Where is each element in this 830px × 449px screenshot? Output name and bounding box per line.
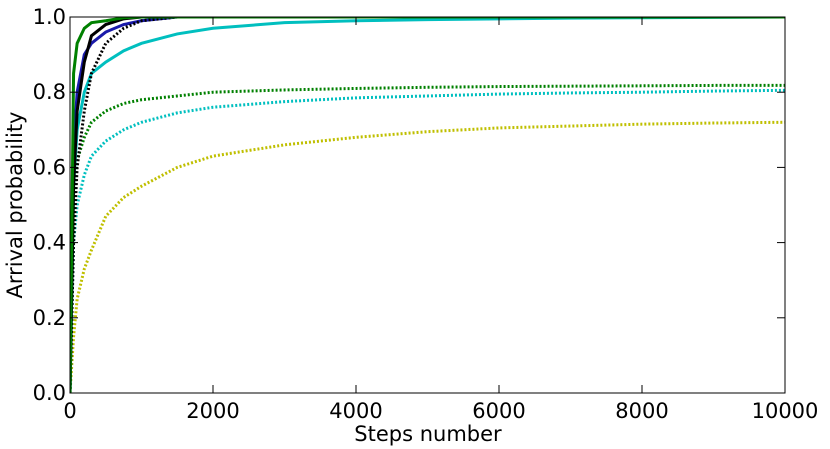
y-tick-label: 0.6 bbox=[33, 155, 66, 179]
series-line bbox=[70, 88, 785, 393]
x-axis-label: Steps number bbox=[354, 422, 502, 446]
series-line bbox=[70, 17, 785, 393]
y-tick-label: 0.8 bbox=[33, 80, 66, 104]
x-tick-label: 0 bbox=[63, 399, 76, 423]
x-tick-label: 6000 bbox=[472, 399, 525, 423]
series-line bbox=[70, 120, 785, 393]
y-tick-label: 0.4 bbox=[33, 231, 66, 255]
plot-frame bbox=[69, 16, 786, 394]
plot-lines bbox=[70, 17, 785, 393]
y-tick-label: 1.0 bbox=[33, 5, 66, 29]
x-tick-label: 10000 bbox=[752, 399, 819, 423]
y-axis-label: Arrival probability bbox=[3, 112, 27, 299]
series-line bbox=[70, 83, 785, 393]
y-tick-label: 0.2 bbox=[33, 306, 66, 330]
x-tick-label: 2000 bbox=[186, 399, 239, 423]
x-tick-label: 8000 bbox=[615, 399, 668, 423]
series-line bbox=[70, 17, 785, 393]
x-tick-label: 4000 bbox=[329, 399, 382, 423]
series-line bbox=[70, 17, 785, 393]
y-tick-label: 0.0 bbox=[33, 381, 66, 405]
series-line bbox=[70, 17, 785, 393]
series-line bbox=[70, 17, 785, 393]
